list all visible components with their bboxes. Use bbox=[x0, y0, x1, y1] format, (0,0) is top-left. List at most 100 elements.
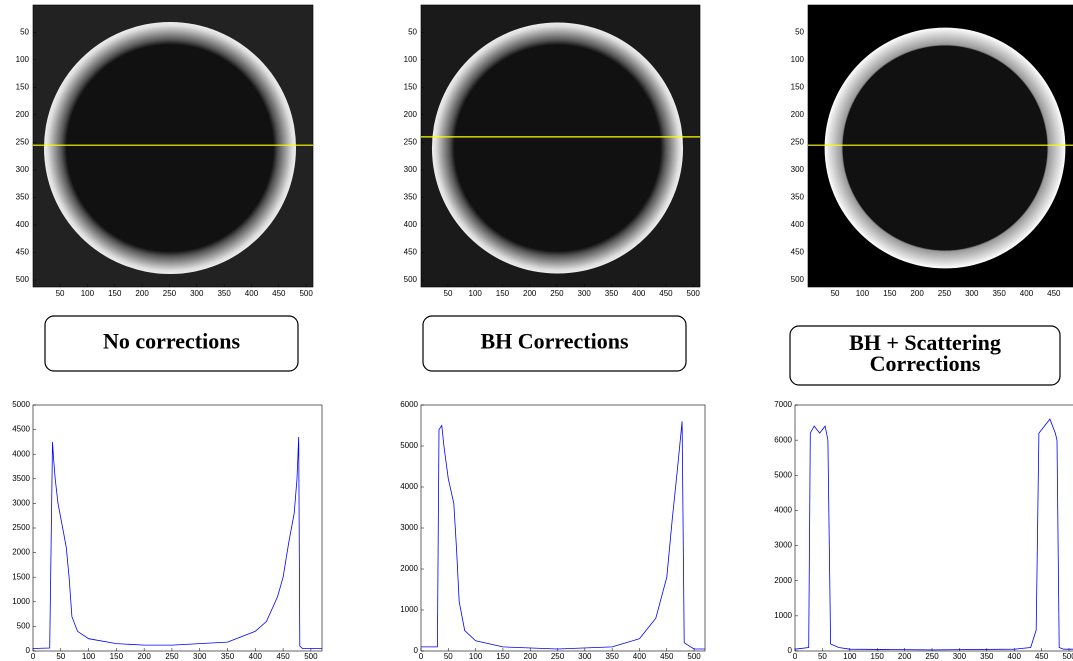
y-tick-label: 0 bbox=[414, 646, 419, 655]
x-tick-label: 500 bbox=[687, 652, 701, 661]
y-tick-label: 450 bbox=[791, 248, 805, 257]
x-tick-label: 350 bbox=[217, 289, 231, 298]
x-tick-label: 500 bbox=[299, 289, 313, 298]
y-tick-label: 250 bbox=[404, 138, 418, 147]
y-tick-label: 350 bbox=[404, 193, 418, 202]
y-tick-label: 4000 bbox=[774, 506, 792, 515]
caption: No corrections bbox=[103, 329, 240, 354]
y-tick-label: 2000 bbox=[774, 576, 792, 585]
y-tick-label: 450 bbox=[404, 248, 418, 257]
y-tick-label: 6000 bbox=[400, 400, 418, 409]
caption: Corrections bbox=[870, 351, 981, 376]
x-tick-label: 400 bbox=[633, 652, 647, 661]
y-tick-label: 7000 bbox=[774, 400, 792, 409]
x-tick-label: 50 bbox=[444, 652, 453, 661]
y-tick-label: 400 bbox=[791, 220, 805, 229]
x-tick-label: 100 bbox=[469, 652, 483, 661]
x-tick-label: 250 bbox=[551, 652, 565, 661]
y-tick-label: 5000 bbox=[12, 400, 30, 409]
x-tick-label: 50 bbox=[831, 289, 840, 298]
x-tick-label: 0 bbox=[419, 652, 424, 661]
y-tick-label: 4000 bbox=[400, 482, 418, 491]
y-tick-label: 2000 bbox=[12, 548, 30, 557]
axes-box bbox=[32, 404, 323, 652]
y-tick-label: 3000 bbox=[774, 541, 792, 550]
axes-box bbox=[420, 4, 701, 288]
x-tick-label: 200 bbox=[524, 652, 538, 661]
x-tick-label: 100 bbox=[81, 289, 95, 298]
x-tick-label: 400 bbox=[1020, 289, 1034, 298]
y-tick-label: 4500 bbox=[12, 425, 30, 434]
x-tick-label: 350 bbox=[992, 289, 1006, 298]
axes-box bbox=[32, 4, 314, 288]
x-tick-label: 350 bbox=[605, 652, 619, 661]
y-tick-label: 200 bbox=[791, 110, 805, 119]
y-tick-label: 150 bbox=[791, 82, 805, 91]
y-tick-label: 100 bbox=[404, 55, 418, 64]
x-tick-label: 350 bbox=[980, 652, 994, 661]
x-tick-label: 450 bbox=[1035, 652, 1049, 661]
x-tick-label: 450 bbox=[659, 289, 673, 298]
y-tick-label: 350 bbox=[791, 193, 805, 202]
y-tick-label: 350 bbox=[16, 193, 30, 202]
axes-box bbox=[807, 4, 1073, 288]
x-tick-label: 300 bbox=[578, 652, 592, 661]
y-tick-label: 1500 bbox=[12, 572, 30, 581]
x-tick-label: 100 bbox=[856, 289, 870, 298]
y-tick-label: 5000 bbox=[400, 441, 418, 450]
caption-box bbox=[44, 315, 299, 372]
x-tick-label: 300 bbox=[190, 289, 204, 298]
y-tick-label: 500 bbox=[404, 275, 418, 284]
y-tick-label: 50 bbox=[795, 27, 804, 36]
x-tick-label: 500 bbox=[304, 652, 318, 661]
x-tick-label: 400 bbox=[249, 652, 263, 661]
profile-curve bbox=[421, 421, 705, 650]
x-tick-label: 300 bbox=[193, 652, 207, 661]
x-tick-label: 200 bbox=[910, 289, 924, 298]
x-tick-label: 150 bbox=[108, 289, 122, 298]
x-tick-label: 450 bbox=[1047, 289, 1061, 298]
y-tick-label: 100 bbox=[791, 55, 805, 64]
y-tick-label: 400 bbox=[404, 220, 418, 229]
y-tick-label: 500 bbox=[791, 275, 805, 284]
x-tick-label: 500 bbox=[1062, 652, 1073, 661]
caption: BH + Scattering bbox=[849, 330, 1001, 355]
y-tick-label: 100 bbox=[16, 55, 30, 64]
axes-box bbox=[794, 404, 1073, 652]
profile-curve bbox=[32, 436, 322, 649]
x-tick-label: 50 bbox=[444, 289, 453, 298]
x-tick-label: 300 bbox=[953, 652, 967, 661]
y-tick-label: 400 bbox=[16, 220, 30, 229]
y-tick-label: 1000 bbox=[12, 597, 30, 606]
y-tick-label: 450 bbox=[16, 248, 30, 257]
x-tick-label: 0 bbox=[793, 652, 798, 661]
y-tick-label: 5000 bbox=[774, 470, 792, 479]
x-tick-label: 0 bbox=[31, 652, 36, 661]
x-tick-label: 500 bbox=[687, 289, 701, 298]
y-tick-label: 500 bbox=[17, 622, 31, 631]
x-tick-label: 400 bbox=[632, 289, 646, 298]
ring-inner bbox=[842, 45, 1048, 251]
y-tick-label: 6000 bbox=[774, 435, 792, 444]
caption-box bbox=[422, 315, 687, 372]
x-tick-label: 150 bbox=[496, 289, 510, 298]
ring bbox=[44, 22, 296, 274]
x-tick-label: 200 bbox=[135, 289, 149, 298]
x-tick-label: 450 bbox=[660, 652, 674, 661]
x-tick-label: 100 bbox=[469, 289, 483, 298]
x-tick-label: 300 bbox=[965, 289, 979, 298]
y-tick-label: 1000 bbox=[774, 611, 792, 620]
y-tick-label: 250 bbox=[791, 138, 805, 147]
caption-box bbox=[789, 325, 1061, 386]
x-tick-label: 100 bbox=[843, 652, 857, 661]
y-tick-label: 200 bbox=[16, 110, 30, 119]
x-tick-label: 200 bbox=[523, 289, 537, 298]
x-tick-label: 250 bbox=[165, 652, 179, 661]
x-tick-label: 50 bbox=[56, 289, 65, 298]
x-tick-label: 400 bbox=[1008, 652, 1022, 661]
y-tick-label: 150 bbox=[16, 82, 30, 91]
x-tick-label: 450 bbox=[272, 289, 286, 298]
x-tick-label: 50 bbox=[818, 652, 827, 661]
x-tick-label: 250 bbox=[163, 289, 177, 298]
